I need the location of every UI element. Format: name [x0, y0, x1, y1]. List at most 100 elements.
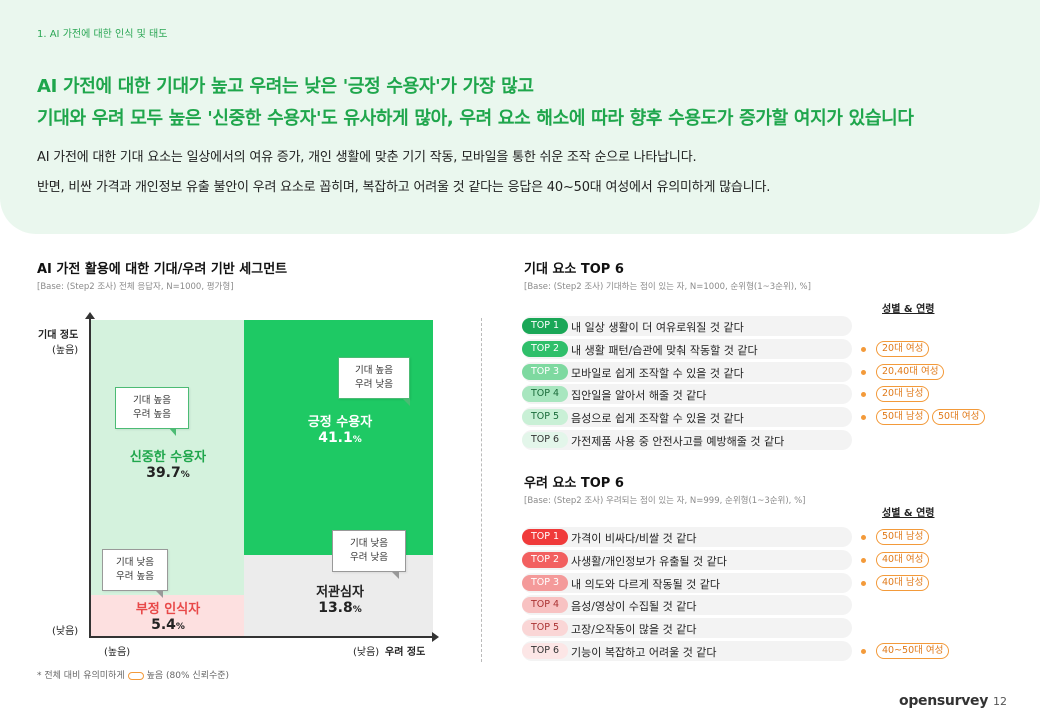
expect-item-text: 내 일상 생활이 더 여유로워질 것 같다 — [571, 321, 744, 334]
quadrant-negative — [90, 595, 244, 636]
expect-dot-icon — [861, 392, 866, 398]
expect-demographic-tag: 20,40대 여성 — [876, 363, 945, 380]
expect-base: [Base: (Step2 조사) 기대하는 점이 있는 자, N=1000, … — [524, 282, 811, 292]
expect-rank-badge: TOP 2 — [522, 340, 568, 357]
segment-name-negative: 부정 인식자 — [135, 602, 201, 617]
concern-row: TOP 2 사생활/개인정보가 유출될 것 같다 — [522, 549, 852, 570]
expect-subhead: 성별 & 연령 — [882, 304, 935, 315]
x-axis — [89, 636, 435, 638]
concern-row: TOP 6 기능이 복잡하고 어려울 것 같다 — [522, 641, 852, 661]
concern-rank-badge: TOP 6 — [522, 643, 568, 659]
expect-row: TOP 3 모바일로 쉽게 조작할 수 있을 것 같다 — [522, 361, 852, 382]
section-label: 1. AI 가전에 대한 인식 및 태도 — [37, 29, 168, 40]
concern-rank-badge: TOP 5 — [522, 620, 568, 637]
expect-row: TOP 5 음성으로 쉽게 조작할 수 있을 것 같다 — [522, 407, 852, 428]
callout-negative-line-2: 우려 높음 — [116, 571, 154, 582]
expect-dot-icon — [861, 415, 866, 421]
arrow-up-icon — [85, 312, 95, 319]
concern-dot-icon — [861, 557, 866, 563]
segment-chart-base: [Base: (Step2 조사) 전체 응답자, N=1000, 평가형] — [37, 282, 234, 292]
concern-dot-icon — [861, 580, 866, 586]
concern-row: TOP 5 고장/오작동이 많을 것 같다 — [522, 618, 852, 639]
headline-line-1: AI 가전에 대한 기대가 높고 우려는 낮은 '긍정 수용자'가 가장 많고 — [37, 76, 534, 97]
headline-line-2: 기대와 우려 모두 높은 '신중한 수용자'도 유사하게 많아, 우려 요소 해… — [37, 108, 914, 129]
concern-row: TOP 4 음성/영상이 수집될 것 같다 — [522, 595, 852, 616]
callout-cautious: 기대 높음 우려 높음 — [115, 387, 189, 436]
x-axis-title: 우려 정도 — [385, 647, 426, 658]
expect-rank-badge: TOP 4 — [522, 386, 568, 403]
expect-dot-icon — [861, 346, 866, 352]
expect-item-text: 모바일로 쉽게 조작할 수 있을 것 같다 — [571, 366, 744, 380]
expect-row: TOP 6 가전제품 사용 중 안전사고를 예방해줄 것 같다 — [522, 430, 852, 450]
concern-demographic-tag: 50대 남성 — [876, 529, 930, 545]
arrow-right-icon — [432, 632, 439, 642]
y-axis — [89, 316, 91, 638]
segment-name-indifferent: 저관심자 — [316, 585, 364, 600]
concern-item-text: 기능이 복잡하고 어려울 것 같다 — [571, 646, 717, 659]
expect-rank-badge: TOP 6 — [522, 432, 568, 448]
expect-title: 기대 요소 TOP 6 — [524, 262, 624, 277]
footnote-suffix: 높음 (80% 신뢰수준) — [146, 671, 230, 681]
concern-demographic-tag: 40대 남성 — [876, 574, 930, 591]
expect-rank-badge: TOP 5 — [522, 409, 568, 426]
panel-divider — [481, 318, 482, 662]
concern-row: TOP 1 가격이 비싸다/비쌀 것 같다 — [522, 527, 852, 547]
concern-rank-badge: TOP 2 — [522, 551, 568, 568]
callout-indifferent: 기대 낮음 우려 낮음 — [332, 530, 406, 579]
page-number: 12 — [993, 695, 1007, 708]
x-axis-low: (낮음) — [353, 647, 380, 658]
oval-legend-icon — [127, 671, 144, 680]
concern-dot-icon — [861, 535, 866, 540]
header-background — [0, 0, 1040, 234]
brand-logo: opensurvey — [899, 693, 989, 709]
callout-positive-line-1: 기대 높음 — [355, 365, 393, 376]
concern-subhead: 성별 & 연령 — [882, 508, 935, 519]
expect-item-text: 내 생활 패턴/습관에 맞춰 작동할 것 같다 — [571, 343, 758, 357]
callout-negative: 기대 낮음 우려 높음 — [102, 549, 168, 598]
segment-value-cautious: 39.7% — [146, 465, 190, 481]
concern-item-text: 내 의도와 다르게 작동될 것 같다 — [571, 577, 721, 591]
concern-title: 우려 요소 TOP 6 — [524, 476, 624, 491]
concern-dot-icon — [861, 649, 866, 654]
y-axis-low: (낮음) — [52, 626, 79, 637]
concern-rank-badge: TOP 4 — [522, 597, 568, 614]
concern-item-text: 고장/오작동이 많을 것 같다 — [571, 623, 697, 637]
footnote-prefix: * 전체 대비 유의미하게 — [37, 671, 125, 681]
callout-positive: 기대 높음 우려 낮음 — [338, 357, 410, 406]
segment-name-cautious: 신중한 수용자 — [129, 450, 207, 465]
expect-item-text: 가전제품 사용 중 안전사고를 예방해줄 것 같다 — [571, 435, 785, 448]
expect-rank-badge: TOP 3 — [522, 363, 568, 380]
expect-rank-badge: TOP 1 — [522, 318, 568, 334]
description-line-2: 반면, 비싼 가격과 개인정보 유출 불안이 우려 요소로 꼽히며, 복잡하고 … — [37, 180, 771, 195]
concern-rank-badge: TOP 3 — [522, 574, 568, 591]
callout-cautious-line-1: 기대 높음 — [133, 395, 171, 406]
concern-item-text: 가격이 비싸다/비쌀 것 같다 — [571, 532, 697, 545]
concern-item-text: 사생활/개인정보가 유출될 것 같다 — [571, 554, 727, 568]
x-axis-high: (높음) — [104, 647, 131, 658]
y-axis-title: 기대 정도 — [38, 330, 79, 341]
expect-item-text: 집안일을 알아서 해줄 것 같다 — [571, 389, 707, 403]
segment-name-positive: 긍정 수용자 — [307, 415, 373, 430]
footnote: * 전체 대비 유의미하게 높음 (80% 신뢰수준) — [37, 668, 229, 681]
concern-demographic-tag: 40대 여성 — [876, 551, 930, 568]
concern-base: [Base: (Step2 조사) 우려되는 점이 있는 자, N=999, 순… — [524, 496, 806, 506]
callout-indifferent-line-2: 우려 낮음 — [350, 552, 388, 563]
expect-dot-icon — [861, 369, 866, 375]
description-line-1: AI 가전에 대한 기대 요소는 일상에서의 여유 증가, 개인 생활에 맞춘 … — [37, 150, 697, 165]
segment-value-negative: 5.4% — [151, 617, 185, 633]
callout-negative-line-1: 기대 낮음 — [116, 557, 154, 568]
callout-positive-line-2: 우려 낮음 — [355, 379, 393, 390]
concern-item-text: 음성/영상이 수집될 것 같다 — [571, 600, 697, 614]
expect-demographic-tag: 20대 남성 — [876, 386, 930, 403]
expect-demographic-tag: 50대 여성 — [932, 409, 986, 426]
segment-chart-title: AI 가전 활용에 대한 기대/우려 기반 세그먼트 — [37, 262, 288, 277]
expect-item-text: 음성으로 쉽게 조작할 수 있을 것 같다 — [571, 412, 744, 426]
callout-cautious-line-2: 우려 높음 — [133, 409, 171, 420]
segment-value-positive: 41.1% — [318, 430, 362, 446]
concern-rank-badge: TOP 1 — [522, 529, 568, 545]
concern-demographic-tag: 40~50대 여성 — [876, 643, 950, 659]
y-axis-high: (높음) — [52, 345, 79, 356]
